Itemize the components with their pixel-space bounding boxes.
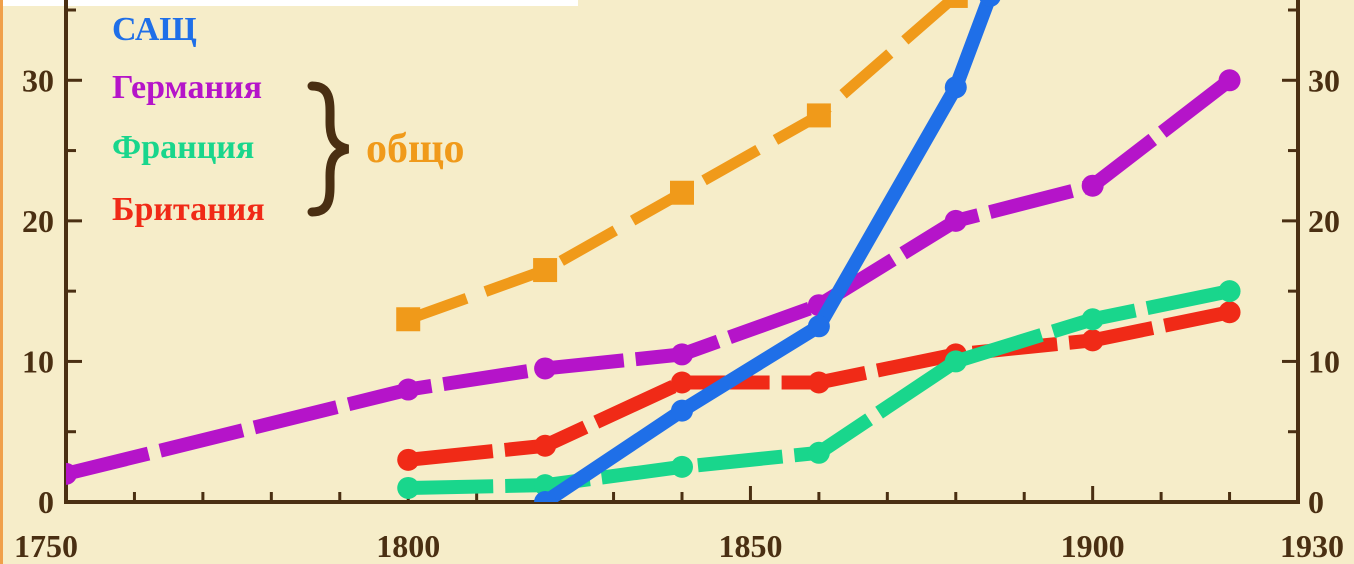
y-tick-label-left: 10	[22, 343, 54, 379]
data-point-Британия	[397, 448, 420, 471]
data-point-Германия	[671, 343, 693, 366]
data-point-total	[396, 307, 421, 332]
data-point-Германия	[397, 378, 420, 401]
data-point-Франция	[1218, 280, 1241, 303]
legend-brace	[307, 81, 350, 217]
y-tick-label-right: 30	[1308, 62, 1340, 98]
data-point-Франция	[944, 350, 967, 373]
data-point-Британия	[1081, 329, 1104, 352]
data-point-Франция	[397, 476, 420, 499]
data-point-САЩ	[979, 0, 1001, 7]
data-point-total	[943, 0, 968, 8]
data-point-Франция	[807, 441, 830, 464]
data-point-САЩ	[944, 76, 967, 99]
y-tick-label-right: 0	[1308, 484, 1324, 520]
data-point-Германия	[1218, 69, 1241, 92]
data-point-total	[533, 258, 558, 283]
x-tick-label: 1750	[14, 528, 78, 564]
legend-label-Франция: Франция	[112, 129, 254, 166]
data-point-total	[806, 103, 831, 128]
x-tick-label: 1930	[1280, 528, 1344, 564]
legend-label-total: общо	[366, 126, 464, 172]
x-tick-label: 1850	[718, 528, 782, 564]
data-point-САЩ	[807, 315, 830, 338]
data-point-Германия	[944, 209, 967, 232]
data-point-Германия	[1081, 174, 1104, 197]
data-point-Британия	[807, 371, 830, 394]
legend-label-САЩ: САЩ	[112, 11, 197, 48]
data-point-Британия	[534, 434, 557, 457]
data-point-total	[670, 180, 694, 205]
y-tick-label-right: 20	[1308, 203, 1340, 239]
data-point-САЩ	[534, 491, 557, 502]
data-point-Британия	[671, 371, 693, 394]
series-line-Германия	[66, 74, 1234, 481]
y-tick-label-left: 30	[22, 62, 54, 98]
left-edge	[0, 0, 3, 564]
y-tick-label-left: 20	[22, 203, 54, 239]
legend-label-Германия: Германия	[112, 69, 262, 106]
legend: САЩ Германия Франция Британия общо	[112, 11, 464, 228]
data-point-Франция	[1081, 308, 1104, 331]
series-layer	[66, 0, 1241, 502]
data-point-Германия	[534, 357, 557, 380]
data-point-Германия	[66, 462, 77, 485]
y-tick-label-left: 0	[38, 484, 54, 520]
x-tick-label: 1900	[1061, 528, 1125, 564]
x-tick-label: 1800	[376, 528, 440, 564]
y-tick-label-right: 10	[1308, 343, 1340, 379]
legend-label-Британия: Британия	[112, 191, 265, 228]
data-point-САЩ	[671, 399, 693, 422]
axes: 0 0 10 10 20 20 30 30 1750 1800 1850 1900 1930	[14, 0, 1344, 564]
data-point-Британия	[1218, 301, 1241, 324]
top-strip	[0, 0, 578, 6]
data-point-Франция	[671, 455, 693, 478]
